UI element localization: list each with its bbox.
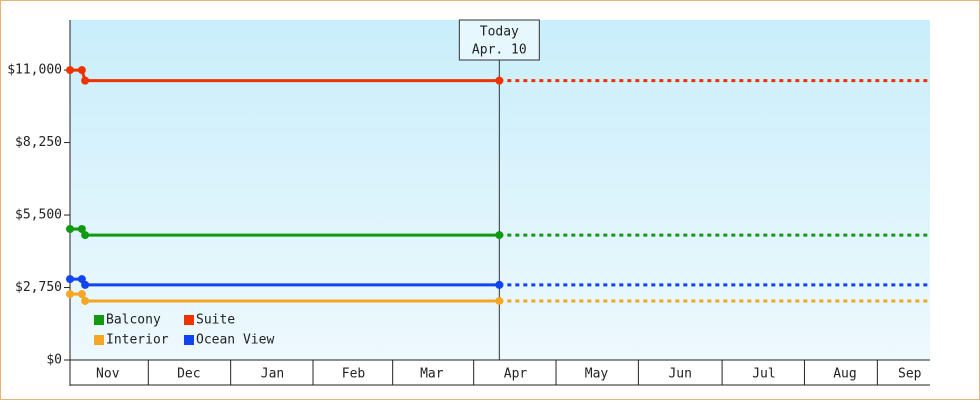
plot-area bbox=[70, 20, 930, 360]
y-tick-label: $11,000 bbox=[7, 63, 62, 78]
today-box bbox=[458, 19, 540, 61]
y-tick-label: $2,750 bbox=[15, 280, 62, 295]
legend-label: Ocean View bbox=[196, 333, 274, 348]
x-tick-label: Feb bbox=[342, 367, 366, 382]
x-tick-label: Sep bbox=[898, 367, 922, 382]
x-tick-label: Jul bbox=[752, 367, 775, 382]
today-label: Today bbox=[480, 25, 519, 40]
legend-swatch bbox=[94, 335, 104, 345]
y-tick-label: $8,250 bbox=[15, 135, 62, 150]
x-tick-label: Aug bbox=[833, 367, 856, 382]
point bbox=[495, 296, 504, 305]
point bbox=[77, 225, 86, 234]
point bbox=[77, 66, 86, 75]
x-tick-label: Mar bbox=[420, 367, 444, 382]
x-tick-label: Dec bbox=[177, 367, 200, 382]
legend-swatch bbox=[94, 315, 104, 325]
point bbox=[81, 231, 90, 240]
x-tick-label: Apr bbox=[504, 367, 528, 382]
point bbox=[66, 66, 74, 75]
point bbox=[66, 225, 74, 234]
today-date: Apr. 10 bbox=[472, 43, 527, 58]
point bbox=[66, 290, 74, 299]
legend-swatch bbox=[184, 315, 194, 325]
x-tick-label: May bbox=[585, 367, 609, 382]
point bbox=[495, 231, 504, 240]
point bbox=[495, 76, 504, 85]
y-tick-label: $0 bbox=[46, 353, 62, 368]
legend-label: Balcony bbox=[106, 313, 161, 328]
point bbox=[77, 290, 86, 299]
legend-swatch bbox=[184, 335, 194, 345]
legend-label: Interior bbox=[106, 333, 169, 348]
x-tick-label: Nov bbox=[96, 367, 120, 382]
point bbox=[81, 76, 90, 85]
y-tick-label: $5,500 bbox=[15, 208, 62, 223]
legend-label: Suite bbox=[196, 313, 235, 328]
point bbox=[495, 280, 504, 289]
series-line bbox=[70, 68, 500, 83]
point bbox=[81, 280, 90, 289]
x-tick-label: Jan bbox=[261, 367, 284, 382]
x-tick-label: Jun bbox=[668, 367, 691, 382]
point bbox=[66, 275, 74, 284]
point bbox=[81, 296, 90, 305]
